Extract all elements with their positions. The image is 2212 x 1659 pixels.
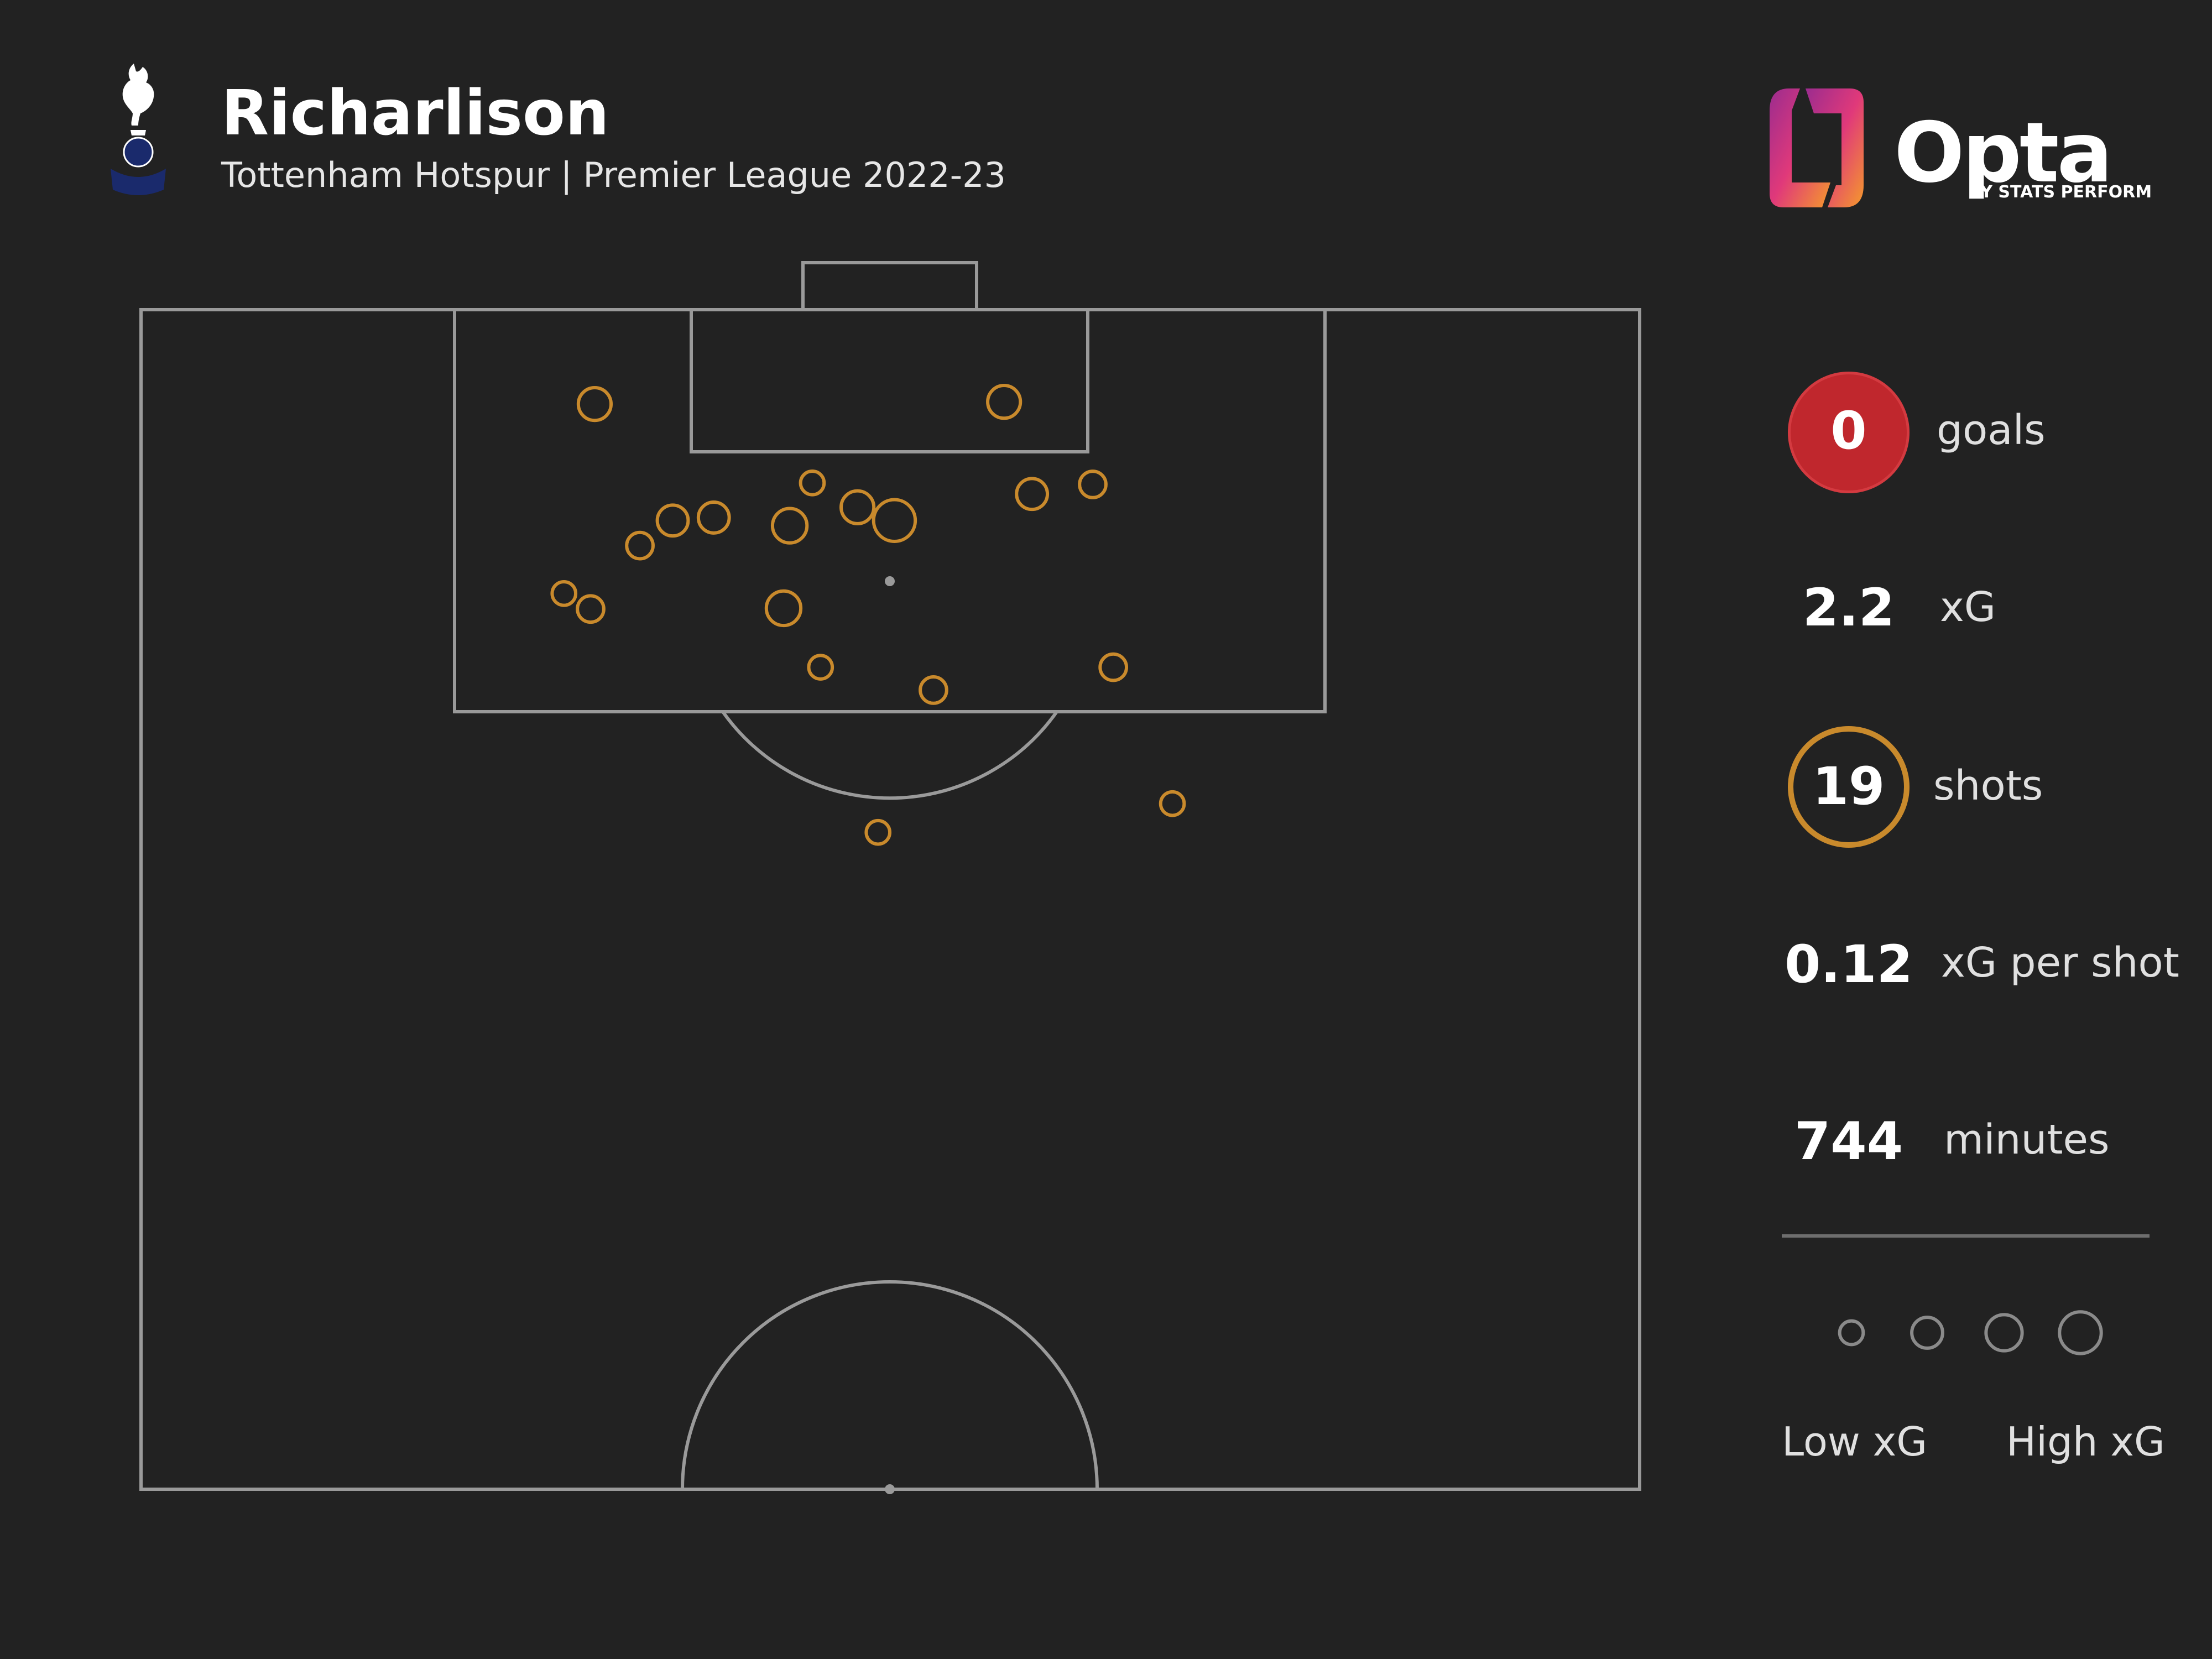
- shot-marker-3: [799, 469, 826, 497]
- penalty-area: [453, 308, 1327, 713]
- centre-circle: [681, 1280, 1099, 1490]
- shots-value: 19: [1812, 757, 1885, 817]
- xg-legend: [1838, 1310, 2103, 1355]
- shot-marker-10: [770, 507, 809, 545]
- pitch-lines: [139, 261, 1641, 1491]
- legend-circle-4: [2058, 1310, 2103, 1355]
- club-crest-icon: [111, 64, 166, 195]
- legend-circle-2: [1910, 1316, 1944, 1350]
- shot-marker-5: [872, 498, 917, 543]
- legend-high-label: High xG: [2006, 1418, 2165, 1465]
- opta-logo-subtext: BY STATS PERFORM: [1969, 182, 2152, 202]
- shot-marker-16: [1098, 652, 1129, 682]
- shot-marker-8: [655, 503, 690, 538]
- legend-low-label: Low xG: [1782, 1418, 1928, 1465]
- legend-circle-3: [1984, 1313, 2024, 1353]
- shot-marker-19: [1159, 790, 1186, 817]
- penalty-spot: [885, 576, 895, 586]
- opta-logo-icon: [1770, 88, 1864, 207]
- shot-marker-6: [1015, 477, 1050, 512]
- shot-marker-12: [550, 580, 578, 607]
- six-yard-box: [690, 308, 1089, 453]
- shot-marker-4: [839, 489, 876, 525]
- page-subtitle: Tottenham Hotspur | Premier League 2022-…: [221, 155, 1006, 195]
- shots-label: shots: [1933, 762, 2043, 810]
- goals-value: 0: [1830, 401, 1867, 461]
- centre-spot: [885, 1484, 895, 1494]
- pitch-outline: [139, 308, 1641, 1491]
- shot-marker-9: [696, 500, 731, 535]
- shots-badge: [1788, 726, 1910, 848]
- penalty-arc: [721, 711, 1058, 800]
- shot-marker-17: [919, 675, 948, 705]
- xg-per-shot-label: xG per shot: [1941, 939, 2179, 987]
- stats-divider: [1782, 1234, 2150, 1238]
- xg-per-shot-value: 0.12: [1785, 935, 1913, 995]
- shot-marker-14: [764, 589, 803, 628]
- shot-marker-11: [625, 530, 655, 561]
- shot-marker-1: [576, 386, 613, 422]
- minutes-value: 744: [1794, 1112, 1903, 1172]
- shot-marker-15: [807, 654, 834, 681]
- shots-layer: [550, 384, 1186, 846]
- opta-logo-text: Opta: [1894, 105, 2113, 201]
- xg-value: 2.2: [1802, 578, 1895, 638]
- page-title: Richarlison: [221, 77, 609, 149]
- legend-circle-1: [1838, 1319, 1865, 1347]
- shot-marker-18: [864, 818, 892, 846]
- goal: [801, 261, 978, 311]
- xg-label: xG: [1940, 583, 1996, 631]
- shot-marker-13: [576, 594, 606, 624]
- opta-logo: Opta BY STATS PERFORM: [1767, 88, 2154, 216]
- shot-marker-7: [1078, 469, 1108, 499]
- shot-marker-2: [986, 384, 1022, 420]
- goals-badge: [1788, 372, 1910, 493]
- goals-label: goals: [1937, 406, 2046, 454]
- minutes-label: minutes: [1944, 1116, 2110, 1164]
